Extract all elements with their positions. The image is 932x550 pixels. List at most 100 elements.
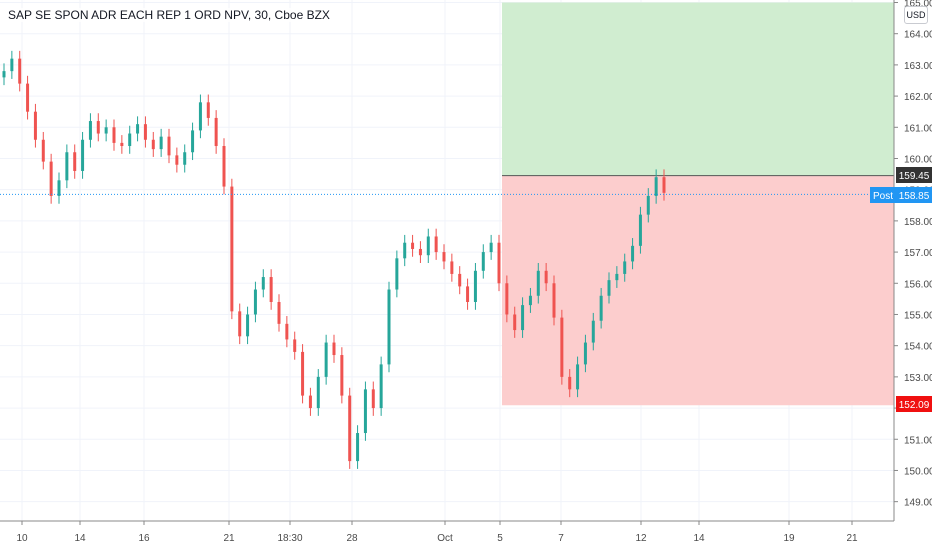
candle-body <box>261 277 265 290</box>
candle-body <box>246 314 250 337</box>
candle-body <box>536 270 540 296</box>
candle-body <box>26 83 30 112</box>
candle-body <box>136 124 140 134</box>
post-tag-label: Post <box>873 191 893 202</box>
candle-body <box>623 261 627 274</box>
x-tick-label: 21 <box>846 533 858 544</box>
chart-title: SAP SE SPON ADR EACH REP 1 ORD NPV, 30, … <box>6 8 332 22</box>
candle-body <box>143 124 147 140</box>
y-tick-label: 161.00 <box>904 123 932 134</box>
candle-body <box>285 323 289 340</box>
target-level-label: 152.09 <box>899 400 930 411</box>
candle-body <box>10 58 14 72</box>
candle-body <box>426 236 430 256</box>
currency-label[interactable]: USD <box>904 6 928 24</box>
candle-body <box>316 376 320 409</box>
x-tick-label: 7 <box>558 533 564 544</box>
x-tick-label: 28 <box>346 533 358 544</box>
y-tick-label: 158.00 <box>904 217 932 228</box>
candle-body <box>2 71 6 78</box>
candle-body <box>638 214 642 246</box>
candle-body <box>112 127 116 143</box>
candle-body <box>395 258 399 290</box>
candle-body <box>293 339 297 352</box>
candle-body <box>646 195 650 215</box>
x-tick-label: 21 <box>223 533 235 544</box>
y-tick-label: 154.00 <box>904 342 932 353</box>
candle-body <box>151 139 155 150</box>
candle-body <box>591 320 595 343</box>
candle-body <box>560 317 564 377</box>
candle-body <box>442 252 446 262</box>
candle-body <box>308 395 312 409</box>
candle-body <box>371 389 375 409</box>
x-tick-label: 10 <box>16 533 28 544</box>
candle-body <box>654 177 658 196</box>
x-tick-label: 12 <box>635 533 647 544</box>
x-tick-label: 14 <box>693 533 705 544</box>
candle-body <box>214 117 218 147</box>
candle-body <box>96 121 100 134</box>
candle-body <box>528 295 532 306</box>
x-tick-label: Oct <box>437 533 453 544</box>
candle-body <box>324 342 328 377</box>
candle-body <box>403 242 407 259</box>
y-tick-label: 156.00 <box>904 279 932 290</box>
current-price-label: 158.85 <box>899 191 930 202</box>
candle-body <box>81 139 85 171</box>
post-tag <box>870 187 896 203</box>
price-badges: 159.45 Post 158.85 152.09 <box>870 167 932 412</box>
candle-body <box>18 58 22 84</box>
current-price-badge <box>896 187 932 203</box>
candle-body <box>73 152 77 171</box>
candle-body <box>552 283 556 318</box>
candle-body <box>418 248 422 256</box>
candle-body <box>521 305 525 331</box>
x-axis-labels[interactable]: 10 14 16 21 18:30 28 Oct 5 7 12 14 19 21 <box>16 521 858 544</box>
candle-body <box>49 161 53 196</box>
candle-body <box>466 286 470 302</box>
y-tick-label: 149.00 <box>904 498 932 509</box>
candle-body <box>387 289 391 365</box>
y-axis-labels[interactable]: 149.00150.00151.00152.00153.00154.00155.… <box>894 0 932 509</box>
candle-body <box>222 146 226 187</box>
candle-body <box>481 252 485 271</box>
candle-body <box>434 236 438 253</box>
candle-body <box>301 351 305 396</box>
candle-body <box>340 355 344 396</box>
position-zones <box>502 2 894 406</box>
candle-body <box>615 273 619 281</box>
candle-body <box>33 111 37 140</box>
candle-body <box>505 283 509 315</box>
loss-zone <box>502 175 894 406</box>
x-tick-label: 14 <box>74 533 86 544</box>
stop-level-badge <box>896 167 932 183</box>
candle-body <box>88 121 92 140</box>
target-level-badge <box>896 396 932 412</box>
candle-body <box>576 364 580 390</box>
candle-body <box>159 136 163 150</box>
candle-body <box>489 242 493 253</box>
y-tick-label: 164.00 <box>904 30 932 41</box>
candle-body <box>206 102 210 118</box>
candle-body <box>269 277 273 302</box>
candle-body <box>363 389 367 434</box>
x-tick-label: 19 <box>783 533 795 544</box>
y-tick-label: 162.00 <box>904 92 932 103</box>
candle-body <box>230 186 234 312</box>
profit-zone <box>502 2 894 176</box>
candle-body <box>65 152 69 181</box>
x-tick-label: 16 <box>138 533 150 544</box>
y-tick-label: 155.00 <box>904 310 932 321</box>
x-tick-label: 18:30 <box>277 533 302 544</box>
y-tick-label: 165.00 <box>904 0 932 10</box>
candle-body <box>332 342 336 356</box>
candle-body <box>238 311 242 337</box>
candle-body <box>348 395 352 462</box>
candle-body <box>356 433 360 462</box>
candle-body <box>198 102 202 131</box>
candle-body <box>411 242 415 249</box>
candle-body <box>568 376 572 390</box>
candle-body <box>57 180 61 196</box>
